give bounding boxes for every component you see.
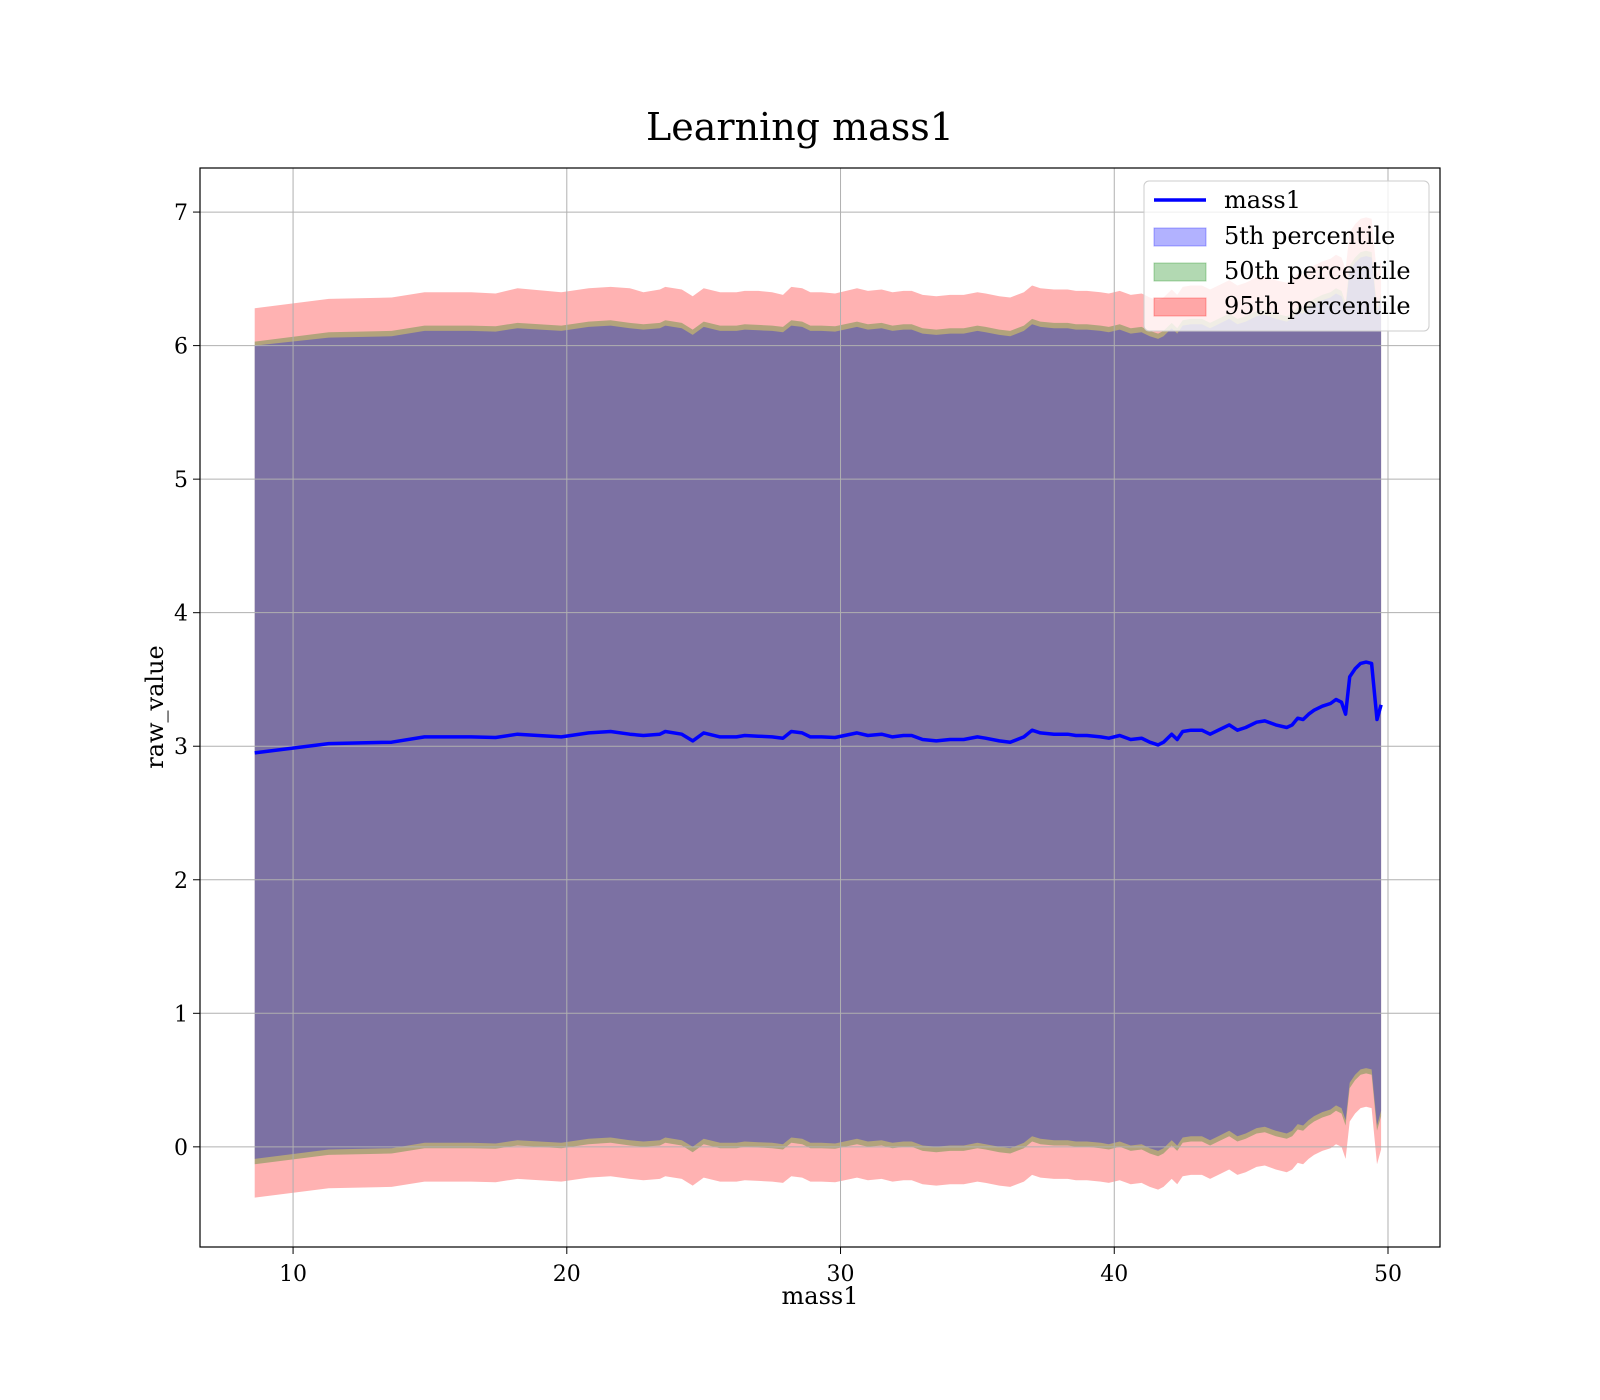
x-axis-ticks: 10 20 30 40 50 — [279, 1247, 1402, 1287]
band-95th-percentile — [254, 217, 1382, 1198]
plot-area — [199, 167, 1441, 1248]
legend: mass1 5th percentile 50th percentile 95t… — [1143, 180, 1430, 332]
legend-swatch-p5 — [1153, 227, 1207, 247]
y-tick-label: 4 — [174, 602, 188, 627]
series-line-mass1 — [254, 660, 1383, 755]
legend-entry-p50: 50th percentile — [1224, 257, 1411, 285]
legend-entry-p95: 95th percentile — [1224, 292, 1411, 320]
plot-frame — [199, 167, 1441, 1248]
y-tick-label: 2 — [174, 869, 188, 894]
grid-lines — [200, 168, 1440, 1247]
x-tick-label: 50 — [1374, 1262, 1402, 1287]
band-5th-percentile — [254, 256, 1382, 1159]
y-tick-label: 1 — [174, 1002, 188, 1027]
legend-swatch-p50 — [1153, 262, 1207, 282]
y-tick-label: 7 — [174, 201, 188, 226]
legend-entry-mass1: mass1 — [1224, 186, 1301, 214]
legend-swatch-p95 — [1153, 297, 1207, 317]
y-tick-label: 5 — [174, 468, 188, 493]
chart-title: Learning mass1 — [646, 105, 954, 149]
x-tick-label: 30 — [827, 1262, 855, 1287]
plot-background — [200, 168, 1440, 1247]
y-tick-label: 3 — [174, 735, 188, 760]
x-tick-label: 40 — [1100, 1262, 1128, 1287]
series-lines — [254, 660, 1383, 755]
x-axis-label: mass1 — [782, 1282, 859, 1310]
y-tick-label: 0 — [174, 1136, 188, 1161]
y-axis-label: raw_value — [141, 645, 169, 769]
x-tick-label: 20 — [553, 1262, 581, 1287]
percentile-bands — [254, 217, 1382, 1198]
legend-box — [1143, 180, 1430, 332]
y-axis-ticks: 0 1 2 3 4 5 6 7 — [174, 201, 200, 1161]
legend-entry-p5: 5th percentile — [1224, 222, 1395, 250]
y-tick-label: 6 — [174, 335, 188, 360]
x-tick-label: 10 — [279, 1262, 307, 1287]
